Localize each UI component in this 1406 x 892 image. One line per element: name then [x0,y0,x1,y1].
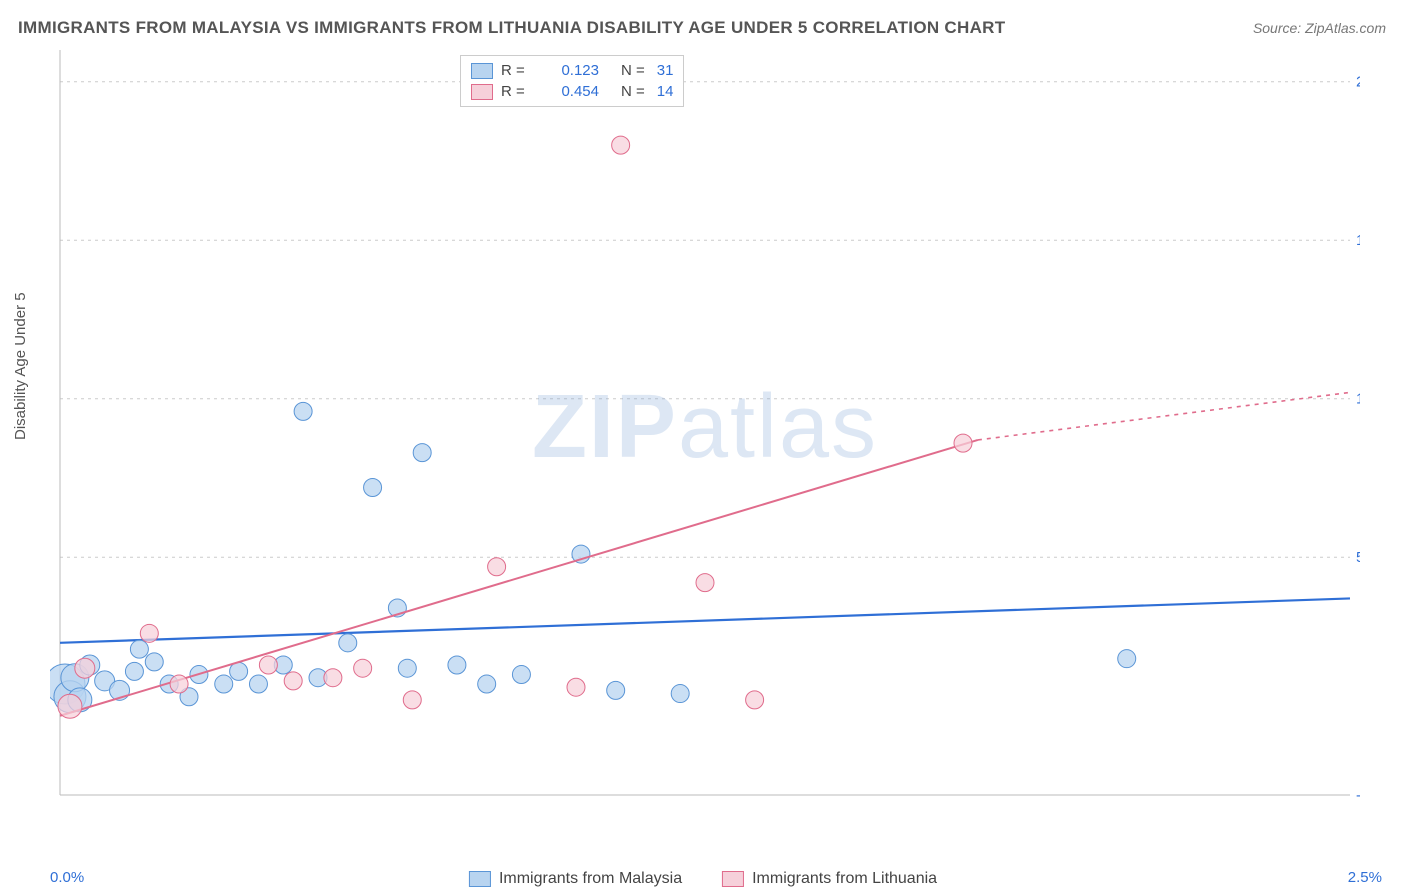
n-label: N = [621,83,645,100]
svg-text:20.0%: 20.0% [1356,74,1360,91]
y-axis-label: Disability Age Under 5 [12,292,29,440]
legend-swatch [471,84,493,100]
legend-swatch [469,871,491,887]
r-value: 0.454 [539,83,599,100]
legend-swatch [471,63,493,79]
chart-svg: -2.5% 5.0% 10.0% 15.0% 20.0% [50,50,1360,825]
chart-plot-area: ZIPatlas -2.5%5.0%10.0%15.0%20.0% [50,50,1360,825]
legend-series-item: Immigrants from Malaysia [469,870,682,888]
n-label: N = [621,62,645,79]
svg-text:15.0%: 15.0% [1356,232,1360,249]
legend-series-label: Immigrants from Lithuania [752,870,937,888]
legend-series-item: Immigrants from Lithuania [722,870,937,888]
r-label: R = [501,62,531,79]
legend-series: Immigrants from Malaysia Immigrants from … [469,870,937,888]
x-axis-tick-min: 0.0% [50,869,84,886]
svg-text:10.0%: 10.0% [1356,391,1360,408]
legend-correlation: R = 0.123 N = 31 R = 0.454 N = 14 [460,55,684,107]
chart-title: IMMIGRANTS FROM MALAYSIA VS IMMIGRANTS F… [18,18,1005,38]
legend-correlation-row: R = 0.123 N = 31 [471,60,673,81]
source-attribution: Source: ZipAtlas.com [1253,20,1386,36]
n-value: 14 [657,83,674,100]
svg-text:-2.5%: -2.5% [1356,787,1360,804]
x-axis-tick-max: 2.5% [1348,869,1382,886]
r-label: R = [501,83,531,100]
legend-series-label: Immigrants from Malaysia [499,870,682,888]
legend-correlation-row: R = 0.454 N = 14 [471,81,673,102]
svg-text:5.0%: 5.0% [1356,549,1360,566]
r-value: 0.123 [539,62,599,79]
n-value: 31 [657,62,674,79]
legend-swatch [722,871,744,887]
